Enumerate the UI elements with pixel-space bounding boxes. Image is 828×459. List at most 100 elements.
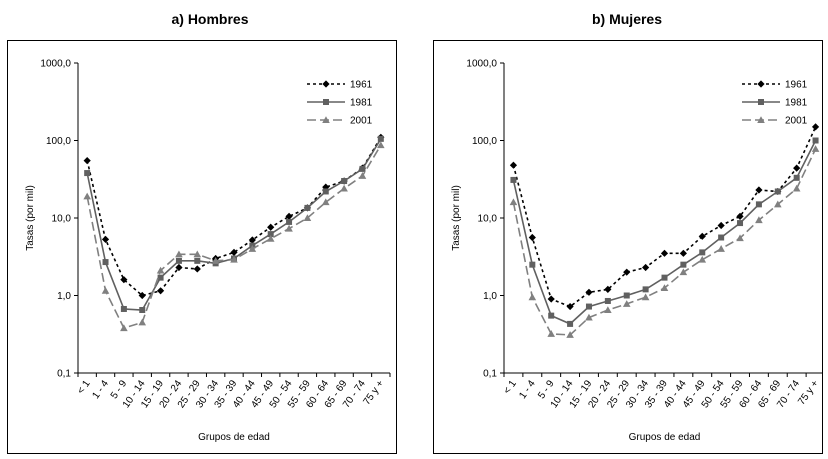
legend-label-1981: 1981 <box>785 98 808 109</box>
data-point-2001 <box>622 300 631 307</box>
data-point-1961 <box>193 265 201 273</box>
data-point-1981 <box>157 274 164 281</box>
series-line-1981 <box>86 138 382 311</box>
y-tick-label: 1,0 <box>483 291 497 302</box>
data-point-1961 <box>736 212 744 220</box>
data-point-1981 <box>510 176 517 183</box>
data-point-1961 <box>755 186 763 194</box>
data-point-1981 <box>529 261 536 268</box>
x-axis-title: Grupos de edad <box>629 432 701 443</box>
x-tick-label: < 1 <box>502 378 519 396</box>
data-point-2001 <box>377 141 385 149</box>
x-tick-label: 1 - 4 <box>90 378 111 401</box>
data-point-2001 <box>755 216 763 224</box>
data-point-1961 <box>230 248 238 256</box>
data-point-1961 <box>509 161 518 169</box>
data-point-2001 <box>585 313 593 321</box>
x-axis-title: Grupos de edad <box>198 432 270 443</box>
data-point-1961 <box>120 276 128 284</box>
data-point-1961 <box>585 288 593 296</box>
legend-marker-2001 <box>757 116 765 123</box>
data-point-1961 <box>248 236 256 244</box>
y-tick-label: 10,0 <box>478 214 498 225</box>
data-point-2001 <box>340 184 348 192</box>
data-point-1961 <box>642 263 650 272</box>
y-tick-label: 0,1 <box>57 369 71 380</box>
data-point-2001 <box>717 245 725 252</box>
legend-label-1961: 1961 <box>350 80 373 91</box>
data-point-1981 <box>680 261 687 268</box>
x-tick-label: 75 y + <box>796 378 821 407</box>
data-point-1981 <box>139 306 146 313</box>
data-point-2001 <box>230 255 238 263</box>
data-point-1981 <box>623 292 630 299</box>
data-point-1981 <box>322 188 329 195</box>
data-point-2001 <box>248 245 257 252</box>
x-tick-label: 1 - 4 <box>517 378 538 401</box>
chart-title-hombres: a) Hombres <box>171 11 249 27</box>
data-point-2001 <box>736 234 744 242</box>
data-point-1981 <box>793 174 800 181</box>
data-point-2001 <box>509 198 518 206</box>
data-point-1981 <box>341 178 348 185</box>
data-point-1961 <box>698 232 706 240</box>
data-point-2001 <box>566 331 574 338</box>
data-point-2001 <box>358 172 367 179</box>
y-tick-label: 100,0 <box>46 136 71 147</box>
data-point-2001 <box>211 257 220 264</box>
data-point-2001 <box>679 268 688 276</box>
legend-label-2001: 2001 <box>350 116 373 127</box>
data-point-1981 <box>642 286 649 293</box>
data-point-1961 <box>267 223 275 231</box>
chart-frame <box>7 40 397 454</box>
data-point-2001 <box>811 145 820 152</box>
data-point-1981 <box>359 165 366 172</box>
data-point-1961 <box>566 302 574 311</box>
legend-marker-2001 <box>322 116 330 123</box>
y-tick-label: 1000,0 <box>466 59 497 70</box>
data-point-2001 <box>83 192 91 200</box>
series-line-2001 <box>512 148 817 336</box>
data-point-1981 <box>102 259 109 266</box>
data-point-1961 <box>717 221 725 230</box>
legend-marker-1981 <box>758 99 764 105</box>
data-point-2001 <box>156 266 165 274</box>
data-point-1961 <box>156 287 165 295</box>
data-point-1961 <box>660 249 669 257</box>
data-point-1961 <box>101 235 110 243</box>
data-point-1981 <box>755 201 762 208</box>
data-point-1961 <box>679 249 687 257</box>
data-point-1981 <box>84 170 91 177</box>
data-point-2001 <box>285 224 293 232</box>
data-point-1981 <box>304 204 311 211</box>
chart-title-mujeres: b) Mujeres <box>591 11 662 27</box>
data-point-1981 <box>548 312 555 319</box>
legend-marker-1981 <box>323 99 329 105</box>
series-line-1961 <box>86 136 382 297</box>
x-tick-label: 75 y + <box>361 378 386 407</box>
data-point-1981 <box>699 249 706 256</box>
data-point-2001 <box>547 330 556 337</box>
data-point-1981 <box>604 297 611 304</box>
data-point-1981 <box>585 303 592 310</box>
data-point-1961 <box>83 157 91 165</box>
data-point-1961 <box>138 291 146 300</box>
data-point-1981 <box>812 137 819 144</box>
data-point-2001 <box>773 200 782 208</box>
data-point-2001 <box>698 255 707 263</box>
data-point-1961 <box>623 268 631 276</box>
data-point-1981 <box>737 220 744 227</box>
data-point-1961 <box>528 233 536 242</box>
data-point-2001 <box>175 250 183 258</box>
data-point-2001 <box>528 293 537 301</box>
data-point-2001 <box>193 250 202 258</box>
y-tick-label: 1000,0 <box>40 59 71 70</box>
data-point-1981 <box>175 257 182 264</box>
data-point-1961 <box>285 212 293 220</box>
data-point-2001 <box>266 234 275 242</box>
y-tick-label: 10,0 <box>52 214 72 225</box>
data-point-1981 <box>774 188 781 195</box>
data-point-2001 <box>641 293 650 301</box>
